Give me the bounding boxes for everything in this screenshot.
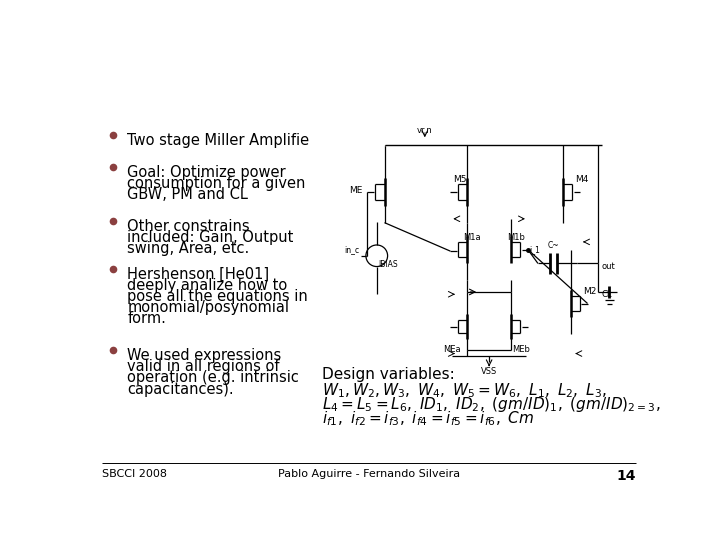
Text: vr.n: vr.n [417,126,433,136]
Text: SBCCI 2008: SBCCI 2008 [102,469,166,479]
Text: GBW, PM and CL: GBW, PM and CL [127,187,248,202]
Text: ME: ME [349,186,363,195]
Text: $W_1,W_2,W_3,\ W_4,\ W_5=W_6,\ L_1,\ L_2,\ L_3,$: $W_1,W_2,W_3,\ W_4,\ W_5=W_6,\ L_1,\ L_2… [323,381,607,400]
Text: i_1: i_1 [529,245,540,254]
Text: form.: form. [127,311,166,326]
Text: $i_{f1},\ i_{f2}=i_{f3},\ i_{f4}=i_{f5}=i_{f6},\ Cm$: $i_{f1},\ i_{f2}=i_{f3},\ i_{f4}=i_{f5}=… [323,409,535,428]
Text: M2: M2 [583,287,596,295]
Text: M1a: M1a [464,233,481,242]
Text: capacitances).: capacitances). [127,382,234,397]
Text: deeply analize how to: deeply analize how to [127,278,287,293]
Text: $L_4=L_5=L_6,\ ID_1,\ ID_2,\ (gm/ID)_1,\ (gm/ID)_{2=3},$: $L_4=L_5=L_6,\ ID_1,\ ID_2,\ (gm/ID)_1,\… [323,395,661,414]
Text: C~: C~ [548,241,559,249]
Text: monomial/posynomial: monomial/posynomial [127,300,289,315]
Text: Goal: Optimize power: Goal: Optimize power [127,165,286,180]
Text: MEa: MEa [444,345,462,354]
Text: pose all the equations in: pose all the equations in [127,289,308,304]
Text: Hershenson [He01]: Hershenson [He01] [127,267,269,281]
Text: We used expressions: We used expressions [127,348,282,363]
Text: included: Gain, Output: included: Gain, Output [127,230,294,245]
Text: Other constrains: Other constrains [127,219,250,234]
Text: 14: 14 [617,469,636,483]
Text: Design variables:: Design variables: [323,367,455,382]
Text: MEb: MEb [513,345,530,354]
Text: swing, Area, etc.: swing, Area, etc. [127,241,249,256]
Text: Two stage Miller Amplifie: Two stage Miller Amplifie [127,132,310,147]
Text: VSS: VSS [481,367,498,376]
Text: consumption for a given: consumption for a given [127,176,305,191]
Text: out: out [601,262,616,271]
Text: operation (e.g. intrinsic: operation (e.g. intrinsic [127,370,299,386]
Text: valid in all regions of: valid in all regions of [127,359,279,374]
Text: in_c: in_c [345,245,360,254]
Text: M1b: M1b [507,233,525,242]
Text: IBIAS: IBIAS [378,260,398,269]
Text: M5: M5 [454,175,467,184]
Text: M4: M4 [575,175,588,184]
Text: CL: CL [601,291,612,299]
Text: Pablo Aguirre - Fernando Silveira: Pablo Aguirre - Fernando Silveira [278,469,460,479]
